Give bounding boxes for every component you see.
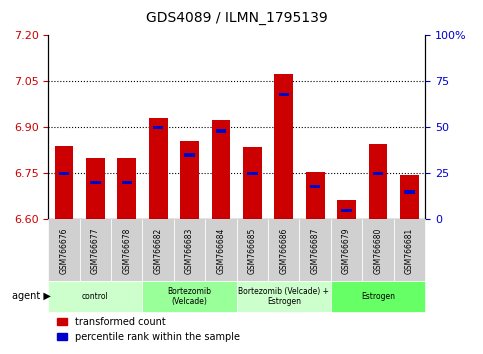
Text: Bortezomib
(Velcade): Bortezomib (Velcade)	[168, 287, 212, 306]
Bar	[404, 190, 414, 194]
Text: GSM766687: GSM766687	[311, 227, 320, 274]
Text: GSM766683: GSM766683	[185, 227, 194, 274]
Bar	[122, 181, 132, 184]
Bar	[341, 209, 352, 212]
Text: GSM766686: GSM766686	[279, 227, 288, 274]
Legend: transformed count, percentile rank within the sample: transformed count, percentile rank withi…	[53, 313, 243, 346]
Bar	[153, 126, 163, 129]
Bar	[310, 185, 320, 188]
Bar	[369, 144, 387, 219]
Text: GSM766678: GSM766678	[122, 227, 131, 274]
Text: GSM766677: GSM766677	[91, 227, 100, 274]
Text: agent ▶: agent ▶	[12, 291, 51, 302]
Text: GDS4089 / ILMN_1795139: GDS4089 / ILMN_1795139	[146, 11, 327, 25]
Bar	[216, 130, 226, 133]
Bar	[400, 175, 419, 219]
Text: Bortezomib (Velcade) +
Estrogen: Bortezomib (Velcade) + Estrogen	[238, 287, 329, 306]
Bar	[86, 158, 105, 219]
Bar	[180, 141, 199, 219]
Text: GSM766682: GSM766682	[154, 227, 163, 274]
Text: control: control	[82, 292, 109, 301]
Bar	[243, 147, 262, 219]
Bar	[337, 200, 356, 219]
Bar	[185, 153, 195, 157]
Text: GSM766681: GSM766681	[405, 227, 414, 274]
Bar	[59, 172, 69, 175]
Text: GSM766684: GSM766684	[216, 227, 226, 274]
Bar	[90, 181, 100, 184]
Bar	[247, 172, 257, 175]
Bar	[306, 172, 325, 219]
Text: GSM766685: GSM766685	[248, 227, 257, 274]
Text: GSM766680: GSM766680	[373, 227, 383, 274]
Bar	[212, 120, 230, 219]
Text: Estrogen: Estrogen	[361, 292, 395, 301]
Bar	[279, 93, 289, 96]
Bar	[117, 158, 136, 219]
Bar	[55, 146, 73, 219]
Text: GSM766679: GSM766679	[342, 227, 351, 274]
Bar	[149, 118, 168, 219]
Bar	[274, 74, 293, 219]
Text: GSM766676: GSM766676	[59, 227, 69, 274]
Bar	[373, 172, 383, 175]
